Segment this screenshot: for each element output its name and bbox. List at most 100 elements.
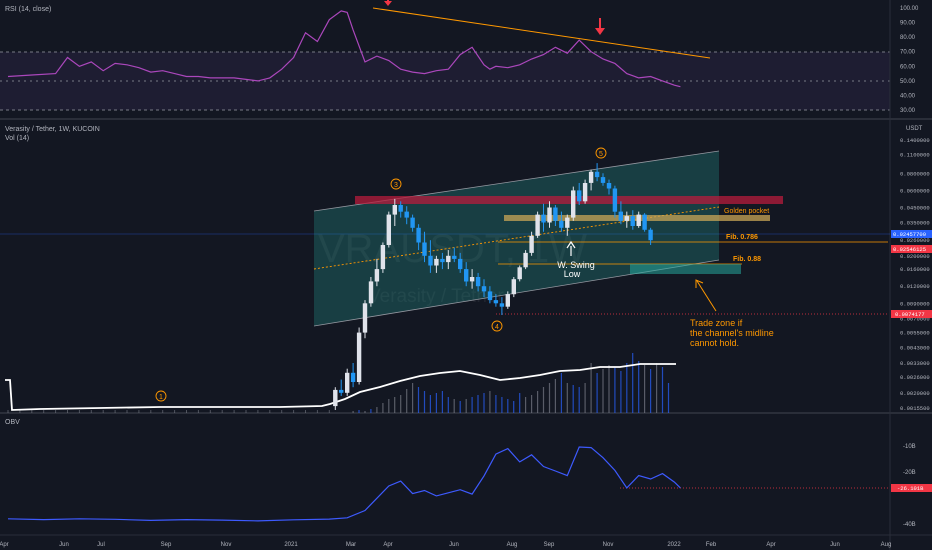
wave-circle [491, 320, 503, 332]
volume-bar [417, 387, 420, 413]
price-tick-label: 0.1400000 [900, 137, 930, 144]
volume-bar [459, 401, 461, 413]
volume-bar [661, 367, 664, 413]
candle-body [600, 177, 606, 183]
volume-bar [90, 410, 92, 413]
obv-title: OBV [5, 419, 20, 426]
obv-series-line [7, 446, 681, 522]
candle-body [588, 171, 594, 183]
volume-bar [316, 410, 318, 413]
volume-bar [388, 399, 390, 413]
volume-bar [114, 410, 116, 413]
volume-bar [257, 410, 259, 413]
price-tick-label: 0.0200000 [900, 253, 930, 260]
price-tick-label: 0.0090000 [900, 300, 930, 307]
volume-bar [293, 410, 295, 413]
time-tick-label: Feb [706, 542, 717, 548]
volume-bar [102, 410, 104, 413]
volume-bar [608, 365, 610, 413]
volume-bar [465, 399, 467, 413]
candle-body [446, 255, 451, 263]
wave-label-text: 1 [159, 394, 163, 401]
volume-bar [453, 399, 455, 413]
volume-bar [525, 397, 527, 413]
time-tick-label: Jun [449, 542, 459, 548]
price-panel: Verasity / Tether, 1W, KUCOIN Vol (14) V… [0, 126, 932, 489]
rsi-axis: 100.00 90.00 80.00 70.00 60.00 50.00 40.00 30.0… [900, 6, 919, 114]
candle-body [511, 279, 516, 295]
rsi-tick-label: 70.00 [900, 50, 916, 56]
volume-bar [162, 410, 164, 413]
volume-bar [31, 410, 33, 413]
candle-body [440, 258, 445, 263]
volume-bar [138, 410, 140, 413]
volume-bar [429, 395, 431, 413]
price-axis: 0.1400000 0.1100000 0.0800000 0.0600000 0.04… [900, 137, 930, 412]
volume-bar [221, 410, 223, 413]
volume-bar [656, 363, 658, 413]
price-tag-low-text: 0.0074177 [895, 311, 925, 318]
volume-bar [644, 365, 646, 413]
price-tick-label: 0.0260000 [900, 237, 930, 244]
candle-body [481, 286, 487, 292]
volume-bar [572, 385, 574, 413]
candle-body [428, 255, 433, 266]
rsi-arrow-2 [595, 18, 605, 35]
volume-bar [513, 401, 515, 413]
candle-body [535, 214, 540, 236]
volume-bar [614, 367, 616, 413]
time-tick-label: Jun [59, 542, 69, 548]
volume-bar [542, 387, 545, 413]
volume-bar [328, 410, 330, 413]
volume-bar [626, 363, 628, 413]
volume-bar [186, 410, 187, 413]
candle-body [618, 211, 623, 221]
volume-bar [590, 363, 592, 413]
volume-bar [537, 391, 539, 413]
wave-label-text: 4 [495, 324, 499, 331]
candle-body [380, 245, 386, 270]
fib-088-label: Fib. 0.88 [733, 256, 761, 263]
rsi-tick-label: 60.00 [900, 64, 916, 70]
volume-bar [477, 395, 479, 413]
watermark-name: Verasity / Tether [368, 286, 505, 307]
volume-bar [441, 391, 443, 413]
price-tick-label: 0.0055000 [900, 330, 930, 337]
candle-body [577, 190, 582, 202]
volume-bar [495, 395, 497, 413]
candle-body [333, 389, 338, 407]
candle-body [630, 216, 635, 226]
candle-body [368, 281, 374, 304]
volume-bar [471, 397, 473, 413]
price-tick-label: 0.0800000 [900, 170, 930, 177]
price-tick-label: 0.0450000 [900, 205, 930, 212]
arrow-down-icon-head [384, 1, 392, 6]
candle-body [339, 389, 344, 393]
candle-body [469, 277, 475, 282]
volume-bar [638, 361, 640, 413]
volume-bar [566, 383, 568, 413]
trade-zone-label-line2: the channel's midline [690, 328, 774, 338]
volume-bar [19, 410, 21, 413]
candle-body [350, 372, 356, 382]
price-tag-last [891, 245, 932, 253]
candle-body [493, 300, 499, 304]
arrow-up-icon-head [566, 240, 576, 249]
candle-body [505, 294, 510, 307]
volume-bar [406, 389, 408, 413]
price-tick-label: 0.0160000 [900, 266, 930, 273]
wave-label-3: 3 [390, 178, 402, 190]
volume-bar [150, 410, 152, 413]
time-tick-label: Nov [603, 542, 614, 548]
candle-body [392, 205, 397, 215]
time-tick-label: Apr [766, 542, 775, 548]
wave-label-text: 5 [599, 151, 603, 158]
price-tick-label: 0.0020000 [900, 390, 930, 397]
candle-body [362, 303, 368, 333]
volume-bar [584, 383, 586, 413]
volume-bar [197, 410, 199, 413]
price-tick-label: 0.0033000 [900, 360, 930, 367]
symbol-title: Verasity / Tether, 1W, KUCOIN [5, 126, 100, 133]
wave-label-text: 3 [394, 182, 398, 189]
candle-body [475, 277, 481, 287]
